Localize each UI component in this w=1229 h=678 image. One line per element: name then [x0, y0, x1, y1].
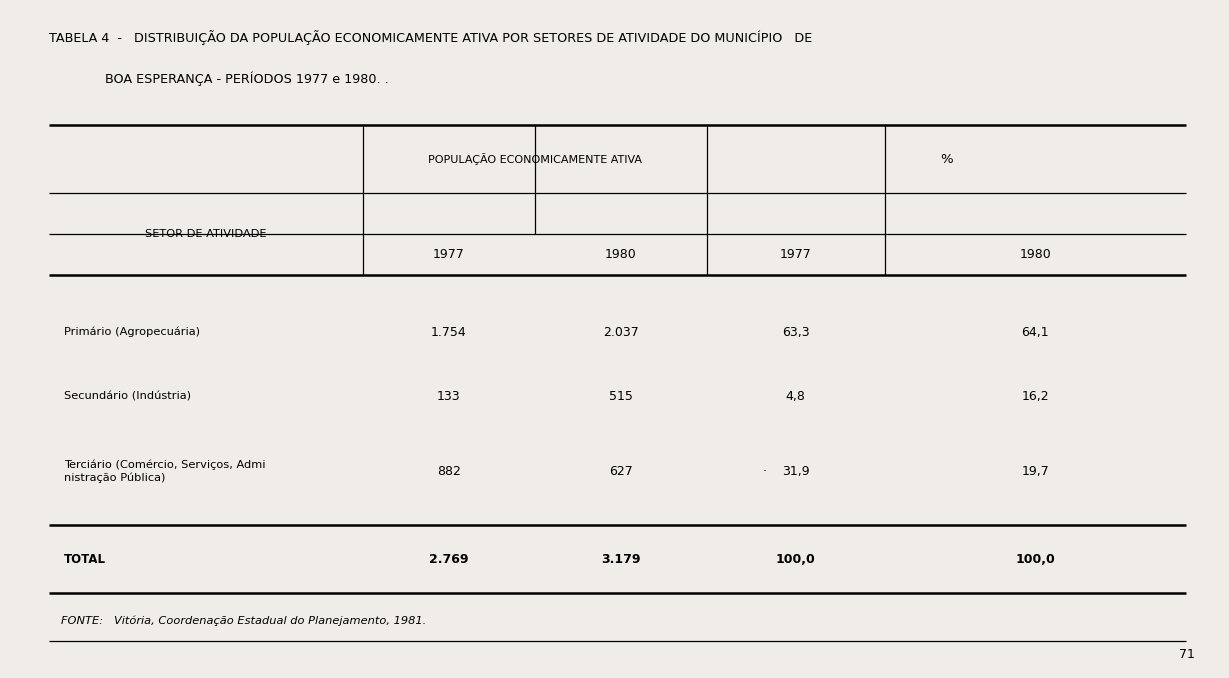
Text: TABELA 4  -   DISTRIBUIÇÃO DA POPULAÇÃO ECONOMICAMENTE ATIVA POR SETORES DE ATIV: TABELA 4 - DISTRIBUIÇÃO DA POPULAÇÃO ECO…: [49, 31, 812, 45]
Text: 1977: 1977: [433, 247, 465, 261]
Text: 882: 882: [436, 464, 461, 478]
Text: 2.769: 2.769: [429, 553, 468, 566]
Text: 1.754: 1.754: [430, 325, 467, 339]
Text: Terciário (Comércio, Serviços, Admi
nistração Pública): Terciário (Comércio, Serviços, Admi nist…: [64, 459, 265, 483]
Text: Secundário (Indústria): Secundário (Indústria): [64, 392, 190, 401]
Text: 64,1: 64,1: [1021, 325, 1050, 339]
Text: 71: 71: [1179, 648, 1195, 661]
Text: TOTAL: TOTAL: [64, 553, 106, 566]
Text: 4,8: 4,8: [785, 390, 806, 403]
Text: SETOR DE ATIVIDADE: SETOR DE ATIVIDADE: [145, 229, 267, 239]
Text: 133: 133: [436, 390, 461, 403]
Text: 2.037: 2.037: [602, 325, 639, 339]
Text: 100,0: 100,0: [1015, 553, 1056, 566]
Text: BOA ESPERANÇA - PERÍODOS 1977 e 1980. .: BOA ESPERANÇA - PERÍODOS 1977 e 1980. .: [49, 71, 388, 85]
Text: 100,0: 100,0: [775, 553, 816, 566]
Text: 16,2: 16,2: [1021, 390, 1050, 403]
Text: 627: 627: [608, 464, 633, 478]
Text: Primário (Agropecuária): Primário (Agropecuária): [64, 327, 200, 338]
Text: 3.179: 3.179: [601, 553, 640, 566]
Text: 63,3: 63,3: [782, 325, 810, 339]
Text: 19,7: 19,7: [1021, 464, 1050, 478]
Text: POPULAÇÃO ECONOMICAMENTE ATIVA: POPULAÇÃO ECONOMICAMENTE ATIVA: [428, 153, 642, 165]
Text: ·: ·: [763, 464, 767, 478]
Text: 1980: 1980: [605, 247, 637, 261]
Text: 1977: 1977: [780, 247, 811, 261]
Text: 515: 515: [608, 390, 633, 403]
Text: %: %: [940, 153, 952, 166]
Text: FONTE:   Vitória, Coordenação Estadual do Planejamento, 1981.: FONTE: Vitória, Coordenação Estadual do …: [61, 615, 426, 626]
Text: 31,9: 31,9: [782, 464, 810, 478]
Text: 1980: 1980: [1020, 247, 1051, 261]
